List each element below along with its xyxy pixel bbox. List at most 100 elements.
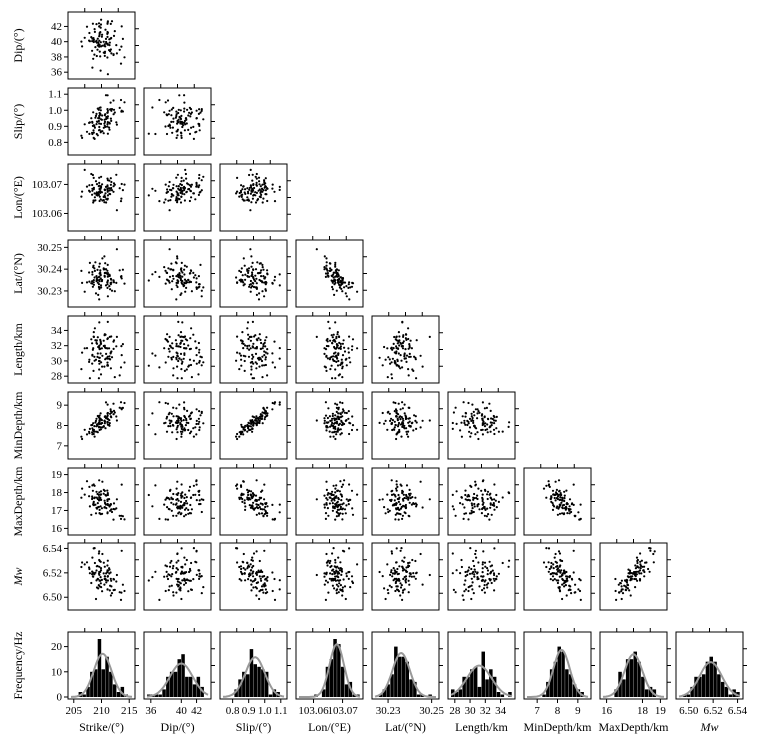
scatter-point [471,507,474,510]
scatter-point [407,591,410,594]
scatter-point [109,50,112,53]
scatter-point [98,508,101,511]
histogram-bar [409,679,413,697]
scatter-point [176,365,179,368]
scatter-point [339,280,342,284]
scatter-point [343,508,347,511]
scatter-point [261,364,264,367]
scatter-point [244,344,247,347]
scatter-point [83,36,86,39]
normal-fit-curve [223,656,285,698]
scatter-point [95,579,98,582]
scatter-point [246,321,250,324]
scatter-point [403,588,406,591]
scatter-point [341,365,344,368]
scatter-point [343,411,347,414]
scatter-point [471,511,474,514]
scatter-point [106,412,109,415]
scatter-point [98,181,101,184]
scatter-point [179,504,182,507]
scatter-point [99,113,102,116]
scatter-point [80,435,83,438]
scatter-point [88,184,91,187]
scatter-point [565,594,568,597]
scatter-point [248,348,251,351]
scatter-point [251,271,254,274]
scatter-point [343,422,346,426]
scatter-point [264,416,267,419]
scatter-point [106,280,109,284]
scatter-point [260,193,263,196]
scatter-panel-lat-vs-dip [143,236,215,308]
scatter-point [158,517,161,521]
scatter-point [468,566,471,569]
scatter-point [399,367,402,370]
scatter-point [198,191,201,194]
scatter-point [198,577,201,581]
scatter-point [98,35,101,38]
panel-frame [295,239,364,308]
scatter-point [183,199,186,202]
scatter-point [337,591,340,594]
scatter-point [163,575,166,578]
scatter-point [192,192,195,195]
scatter-point [181,271,184,274]
scatter-point [389,573,392,577]
scatter-point [168,209,171,212]
scatter-point [195,479,198,482]
histogram-bar [177,659,181,697]
scatter-point [97,293,100,296]
scatter-point [487,513,490,516]
scatter-point [481,493,484,496]
normal-fit-curve [527,648,589,698]
scatter-point [99,567,103,570]
scatter-point [395,433,398,436]
histogram-bar [340,666,345,697]
scatter-point [339,561,342,564]
scatter-point [104,415,107,418]
scatter-point [258,365,261,368]
scatter-point [390,552,394,555]
scatter-point [325,261,328,264]
scatter-point [92,131,95,134]
histogram-bar [192,684,197,697]
scatter-panel-lat-vs-lon [295,236,367,308]
scatter-point [106,415,109,418]
scatter-point [172,492,175,496]
scatter-point [419,552,422,556]
scatter-point [349,422,352,425]
scatter-point [467,422,470,425]
scatter-point [172,367,175,370]
scatter-point [339,342,342,345]
scatter-point [394,408,398,411]
scatter-point [103,365,106,368]
scatter-point [91,556,94,559]
scatter-point [263,295,266,298]
scatter-point [336,508,339,511]
scatter-point [391,419,394,422]
scatter-point [108,44,111,47]
scatter-point [331,552,334,555]
scatter-point [315,498,318,501]
scatter-point [341,508,344,511]
scatter-point [395,489,398,492]
scatter-point [247,425,251,428]
scatter-point [246,196,249,199]
scatter-point [331,509,334,512]
scatter-point [563,490,566,493]
scatter-point [170,108,173,111]
scatter-point [108,498,111,501]
scatter-point [249,493,252,496]
scatter-point [121,515,124,518]
scatter-point [476,497,479,501]
scatter-point [238,191,241,195]
y-tick-label: 6.54 [43,543,63,555]
scatter-point [401,591,404,594]
scatter-point [623,584,626,587]
scatter-point [198,426,201,429]
scatter-point [258,356,261,359]
scatter-point [330,492,333,496]
scatter-point [250,265,253,268]
scatter-point [572,549,575,552]
scatter-point [180,512,183,515]
